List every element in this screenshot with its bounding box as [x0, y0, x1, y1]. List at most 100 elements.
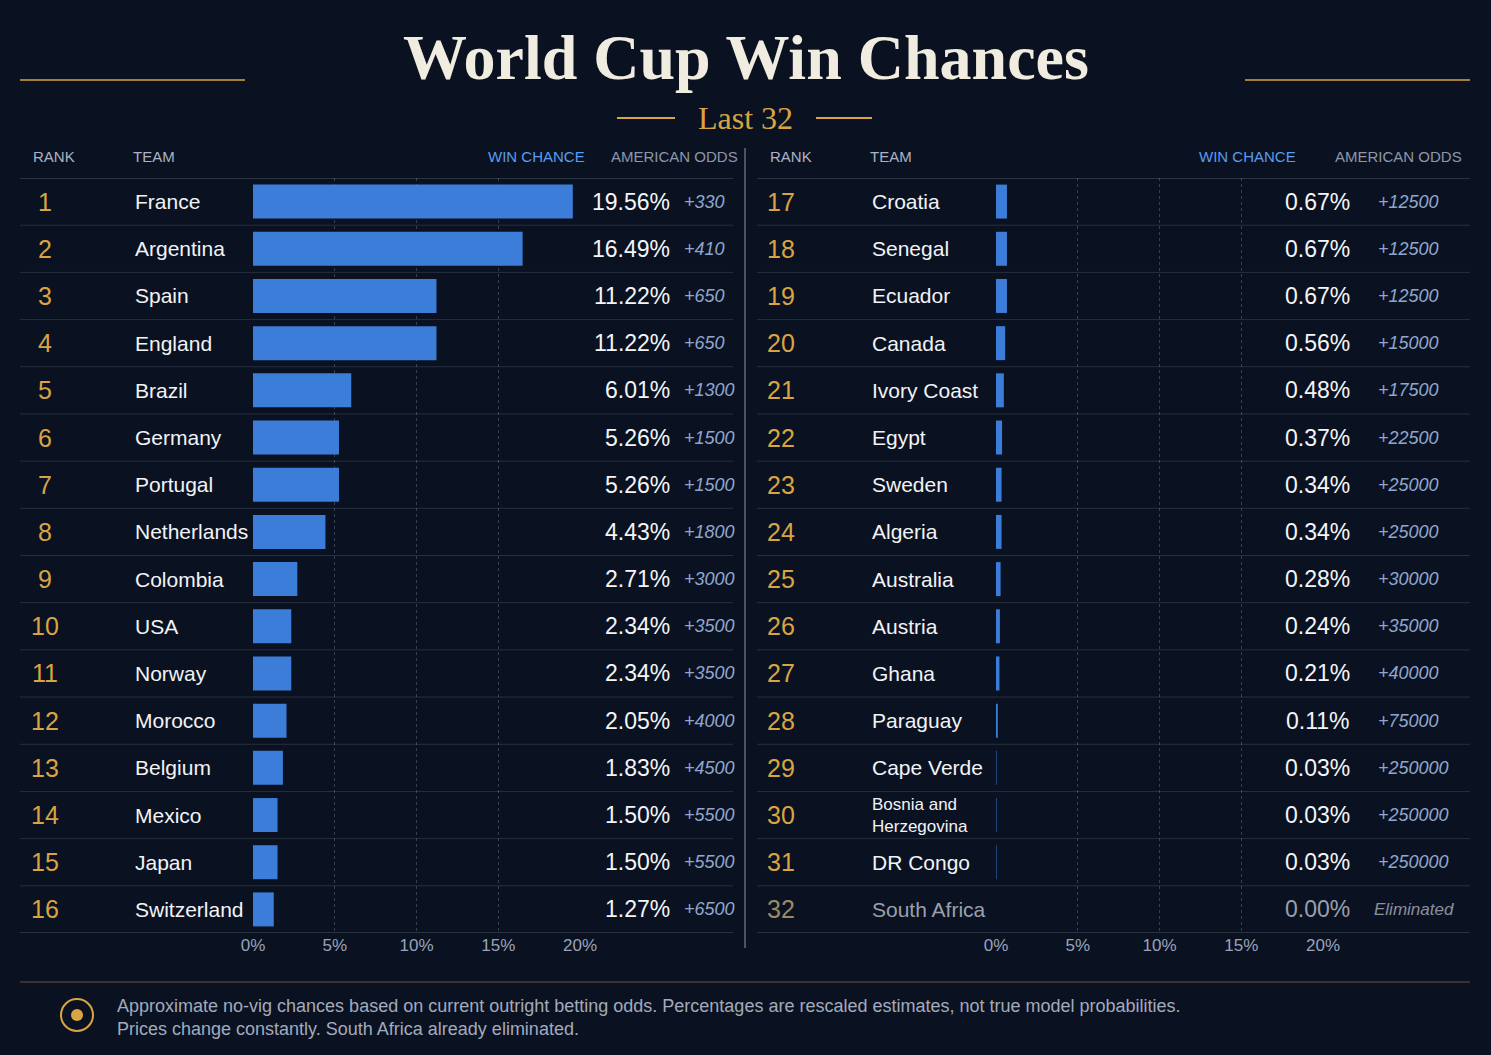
svg-text:+1800: +1800: [684, 522, 735, 542]
svg-text:1.50%: 1.50%: [605, 802, 670, 828]
svg-text:0.67%: 0.67%: [1285, 189, 1350, 215]
svg-text:0.00%: 0.00%: [1285, 896, 1350, 922]
svg-text:+4000: +4000: [684, 711, 735, 731]
svg-text:+250000: +250000: [1378, 852, 1449, 872]
svg-text:0.34%: 0.34%: [1285, 519, 1350, 545]
svg-text:15: 15: [31, 848, 59, 876]
svg-text:18: 18: [767, 235, 795, 263]
svg-text:29: 29: [767, 754, 795, 782]
svg-text:+75000: +75000: [1378, 711, 1439, 731]
svg-text:RANK: RANK: [33, 148, 75, 165]
svg-text:10: 10: [31, 612, 59, 640]
svg-text:WIN CHANCE: WIN CHANCE: [1199, 148, 1296, 165]
svg-text:16: 16: [31, 895, 59, 923]
svg-text:France: France: [135, 190, 200, 213]
svg-text:5%: 5%: [322, 936, 347, 955]
svg-text:WIN CHANCE: WIN CHANCE: [488, 148, 585, 165]
svg-text:15%: 15%: [1224, 936, 1258, 955]
svg-text:RANK: RANK: [770, 148, 812, 165]
svg-text:0.03%: 0.03%: [1285, 849, 1350, 875]
svg-text:Japan: Japan: [135, 851, 192, 874]
svg-text:11.22%: 11.22%: [594, 283, 670, 309]
svg-text:+15000: +15000: [1378, 333, 1439, 353]
svg-text:26: 26: [767, 612, 795, 640]
svg-text:5: 5: [38, 376, 52, 404]
svg-text:+410: +410: [684, 239, 725, 259]
svg-text:+40000: +40000: [1378, 663, 1439, 683]
svg-text:0.03%: 0.03%: [1285, 802, 1350, 828]
svg-text:5%: 5%: [1065, 936, 1090, 955]
svg-text:0%: 0%: [241, 936, 266, 955]
svg-text:Spain: Spain: [135, 284, 189, 307]
svg-text:Last 32: Last 32: [698, 100, 793, 136]
svg-text:Belgium: Belgium: [135, 756, 211, 779]
svg-text:20%: 20%: [563, 936, 597, 955]
svg-text:TEAM: TEAM: [133, 148, 175, 165]
svg-text:Ivory Coast: Ivory Coast: [872, 379, 978, 402]
svg-text:+25000: +25000: [1378, 522, 1439, 542]
svg-text:1.50%: 1.50%: [605, 849, 670, 875]
svg-text:+4500: +4500: [684, 758, 735, 778]
svg-text:+1500: +1500: [684, 428, 735, 448]
svg-text:30: 30: [767, 801, 795, 829]
svg-text:Croatia: Croatia: [872, 190, 940, 213]
svg-text:5.26%: 5.26%: [605, 425, 670, 451]
svg-text:2.71%: 2.71%: [605, 566, 670, 592]
svg-text:23: 23: [767, 471, 795, 499]
svg-text:Argentina: Argentina: [135, 237, 225, 260]
svg-text:10%: 10%: [399, 936, 433, 955]
svg-text:Sweden: Sweden: [872, 473, 948, 496]
svg-text:+35000: +35000: [1378, 616, 1439, 636]
svg-text:+3000: +3000: [684, 569, 735, 589]
svg-text:+12500: +12500: [1378, 192, 1439, 212]
svg-text:+5500: +5500: [684, 852, 735, 872]
svg-text:2.34%: 2.34%: [605, 660, 670, 686]
svg-text:25: 25: [767, 565, 795, 593]
svg-text:England: England: [135, 332, 212, 355]
svg-text:1: 1: [38, 188, 52, 216]
svg-text:0.11%: 0.11%: [1286, 708, 1350, 734]
svg-text:1.27%: 1.27%: [605, 896, 670, 922]
svg-text:+25000: +25000: [1378, 475, 1439, 495]
svg-text:8: 8: [38, 518, 52, 546]
svg-text:TEAM: TEAM: [870, 148, 912, 165]
svg-text:0.37%: 0.37%: [1285, 425, 1350, 451]
svg-text:2.34%: 2.34%: [605, 613, 670, 639]
svg-text:17: 17: [767, 188, 795, 216]
svg-text:+17500: +17500: [1378, 380, 1439, 400]
svg-text:0.28%: 0.28%: [1285, 566, 1350, 592]
svg-text:Approximate no-vig chances bas: Approximate no-vig chances based on curr…: [117, 996, 1181, 1039]
svg-text:4: 4: [38, 329, 52, 357]
svg-text:Ghana: Ghana: [872, 662, 935, 685]
svg-text:DR Congo: DR Congo: [872, 851, 970, 874]
svg-text:11.22%: 11.22%: [594, 330, 670, 356]
svg-text:Senegal: Senegal: [872, 237, 949, 260]
svg-text:+650: +650: [684, 333, 725, 353]
svg-text:0.48%: 0.48%: [1285, 377, 1350, 403]
svg-text:21: 21: [767, 376, 795, 404]
svg-text:0.24%: 0.24%: [1285, 613, 1350, 639]
svg-text:12: 12: [31, 707, 59, 735]
svg-text:31: 31: [767, 848, 795, 876]
svg-text:0.67%: 0.67%: [1285, 236, 1350, 262]
svg-text:27: 27: [767, 659, 795, 687]
svg-text:0.56%: 0.56%: [1285, 330, 1350, 356]
svg-text:2: 2: [38, 235, 52, 263]
svg-text:6: 6: [38, 424, 52, 452]
svg-text:+1300: +1300: [684, 380, 735, 400]
svg-text:19: 19: [767, 282, 795, 310]
svg-text:3: 3: [38, 282, 52, 310]
svg-text:1.83%: 1.83%: [605, 755, 670, 781]
svg-text:Egypt: Egypt: [872, 426, 926, 449]
svg-text:+30000: +30000: [1378, 569, 1439, 589]
svg-text:AMERICAN ODDS: AMERICAN ODDS: [611, 148, 738, 165]
svg-text:Austria: Austria: [872, 615, 938, 638]
svg-text:South Africa: South Africa: [872, 898, 986, 921]
svg-text:+22500: +22500: [1378, 428, 1439, 448]
svg-text:16.49%: 16.49%: [592, 236, 670, 262]
svg-text:0.03%: 0.03%: [1285, 755, 1350, 781]
svg-text:Portugal: Portugal: [135, 473, 213, 496]
svg-text:AMERICAN ODDS: AMERICAN ODDS: [1335, 148, 1462, 165]
svg-text:+3500: +3500: [684, 616, 735, 636]
svg-text:32: 32: [767, 895, 795, 923]
